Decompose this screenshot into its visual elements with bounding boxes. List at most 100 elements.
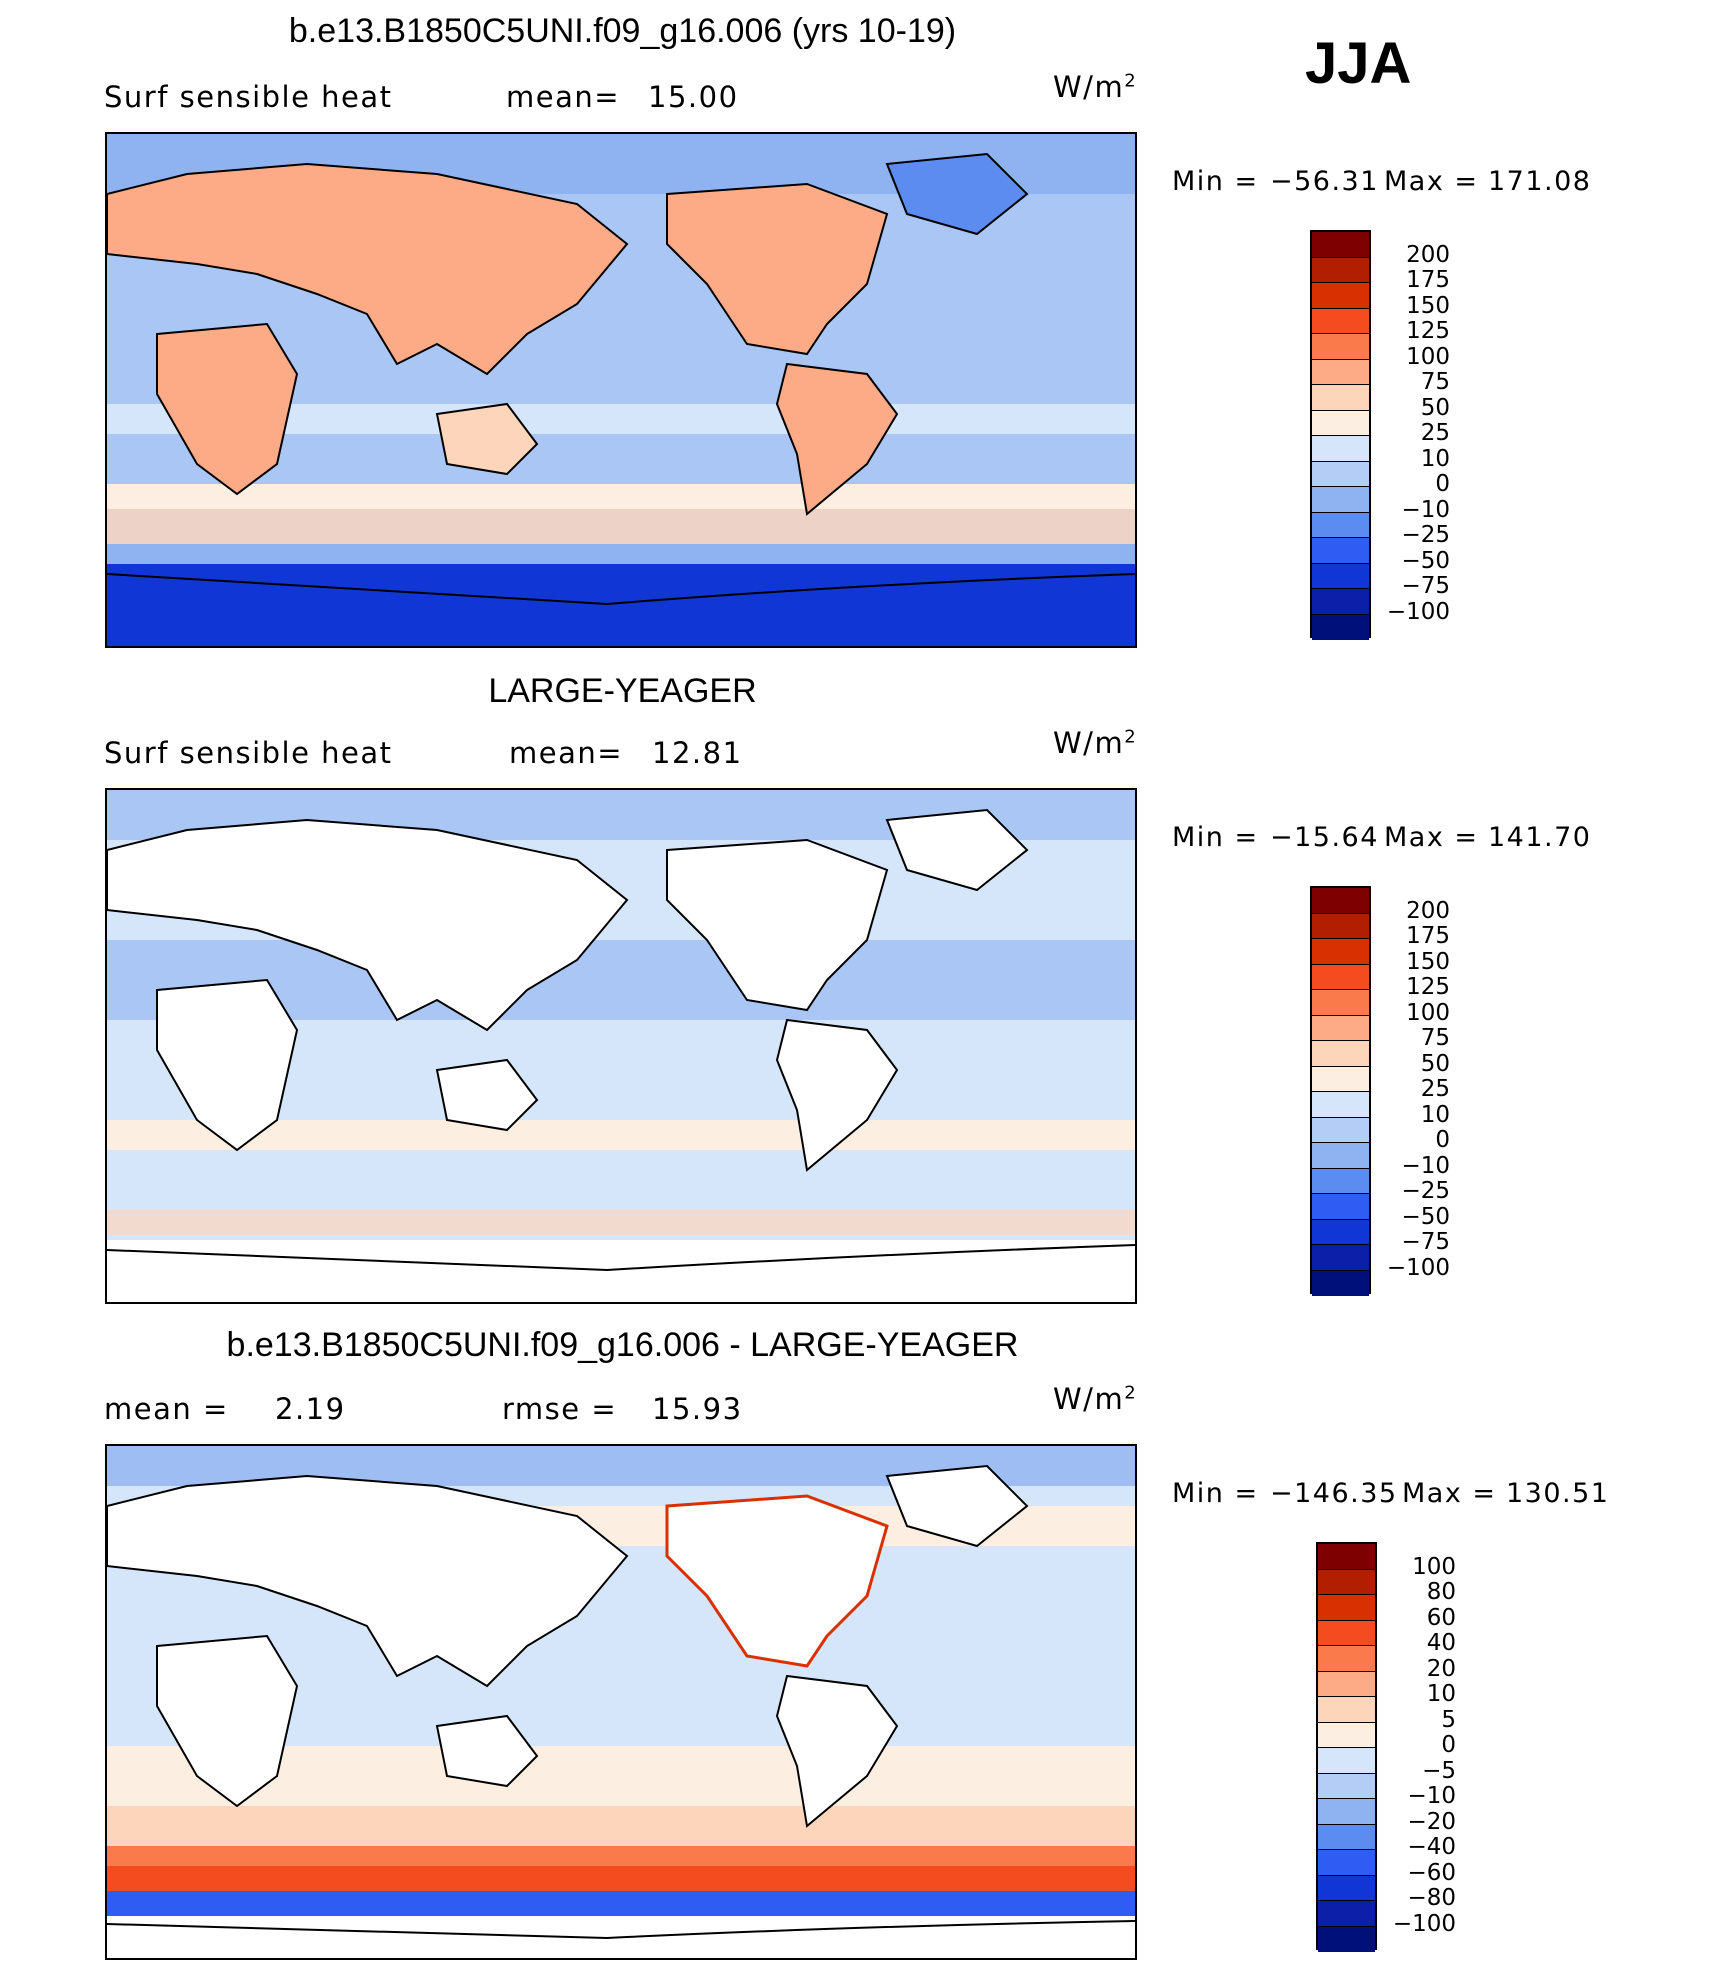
colorbar-swatch: [1318, 1824, 1375, 1850]
colorbar-tick-label: −100: [1386, 598, 1450, 625]
colorbar-swatch: [1312, 563, 1369, 589]
colorbar-tick-label: 50: [1420, 394, 1450, 421]
colorbar-tick-label: −20: [1407, 1808, 1456, 1835]
panel2-title: LARGE-YEAGER: [488, 672, 757, 710]
southern-band-3: [107, 544, 1135, 564]
eurasia-land: [107, 1474, 629, 1688]
colorbar-tick-label: 125: [1406, 318, 1450, 344]
panel3-title: b.e13.B1850C5UNI.f09_g16.006 - LARGE-YEA…: [226, 1326, 1019, 1364]
colorbar-swatch: [1312, 589, 1369, 615]
colorbar-swatch: [1312, 385, 1369, 411]
colorbar-swatch: [1312, 939, 1369, 965]
southern-band: [107, 1120, 1135, 1150]
north-america-land: [666, 838, 889, 1012]
colorbar-swatch: [1318, 1671, 1375, 1697]
panel1-units: W/m2: [1053, 70, 1137, 104]
panel1-min-label: Min =: [1172, 166, 1259, 197]
colorbar-swatch: [1312, 461, 1369, 487]
panel3-max-label: Max =: [1402, 1478, 1497, 1509]
colorbar-tick-label: −80: [1407, 1885, 1456, 1911]
colorbar-tick-label: 200: [1406, 897, 1450, 924]
colorbar-swatch: [1318, 1646, 1375, 1672]
colorbar-tick-label: 10: [1420, 1101, 1450, 1128]
colorbar-tick-label: 20: [1426, 1655, 1456, 1682]
north-america-land: [665, 1494, 889, 1668]
colorbar-swatch: [1318, 1620, 1375, 1646]
africa-land: [156, 978, 299, 1152]
colorbar-tick-label: 200: [1406, 241, 1450, 268]
panel2-mean-label: mean=: [509, 736, 624, 770]
panel2-units: W/m2: [1053, 726, 1137, 760]
colorbar-swatch: [1312, 334, 1369, 360]
colorbar-tick-label: 175: [1406, 923, 1450, 949]
australia-land: [435, 402, 539, 476]
colorbar-swatch: [1318, 1722, 1375, 1748]
panel1-map-svg: [107, 134, 1135, 646]
north-america-land: [666, 182, 889, 356]
units-exponent: 2: [1124, 70, 1138, 92]
colorbar-swatch: [1312, 1066, 1369, 1092]
colorbar-tick-label: −60: [1407, 1859, 1456, 1886]
colorbar-swatch: [1312, 538, 1369, 564]
colorbar-tick-label: 150: [1406, 948, 1450, 975]
colorbar-swatch: [1312, 410, 1369, 436]
colorbar-tick-label: 75: [1420, 1025, 1450, 1051]
colorbar-swatch: [1318, 1595, 1375, 1621]
southern-band-2: [107, 1210, 1135, 1235]
colorbar-tick-label: 0: [1441, 1732, 1456, 1758]
panel3-map-svg: [107, 1446, 1135, 1958]
colorbar-tick-label: −10: [1401, 1152, 1450, 1179]
colorbar-swatch: [1312, 1041, 1369, 1067]
colorbar-swatch: [1312, 888, 1369, 914]
colorbar-tick-label: −50: [1401, 547, 1450, 574]
colorbar-swatch: [1318, 1901, 1375, 1927]
colorbar-tick-label: 0: [1435, 1127, 1450, 1153]
colorbar-swatch: [1318, 1748, 1375, 1774]
south-america-land: [775, 1018, 899, 1172]
eurasia-land: [107, 818, 629, 1032]
colorbar-swatch: [1312, 1245, 1369, 1271]
colorbar-tick-label: −5: [1422, 1757, 1456, 1784]
colorbar-swatch: [1312, 512, 1369, 538]
panel3-min-value: −146.35: [1270, 1478, 1398, 1509]
sh-band-2: [107, 1806, 1135, 1846]
colorbar-tick-label: 125: [1406, 974, 1450, 1000]
panel2-map-svg: [107, 790, 1135, 1302]
colorbar-swatch: [1312, 1117, 1369, 1143]
colorbar-tick-label: −25: [1401, 522, 1450, 548]
colorbar-tick-label: −10: [1407, 1783, 1456, 1809]
panel1-variable-label: Surf sensible heat: [104, 80, 393, 114]
southern-band: [107, 484, 1135, 509]
panel1-max-label: Max =: [1384, 166, 1479, 197]
panel2-map: [105, 788, 1137, 1304]
colorbar-tick-label: 100: [1406, 999, 1450, 1026]
australia-land: [435, 1714, 539, 1788]
colorbar-tick-label: 40: [1426, 1630, 1456, 1656]
colorbar-tick-label: 75: [1420, 369, 1450, 395]
south-america-land: [775, 1674, 899, 1828]
panel1-mean-value: 15.00: [648, 80, 739, 114]
antarctic-coast: [107, 1920, 1135, 1940]
panel1-max-value: 171.08: [1488, 166, 1592, 197]
antarctic-coast: [107, 573, 1135, 606]
colorbar-tick-label: 10: [1426, 1681, 1456, 1707]
antarctica-field: [107, 1240, 1135, 1302]
units-text: W/m: [1053, 1382, 1125, 1416]
colorbar-tick-label: 80: [1426, 1579, 1456, 1605]
colorbar-swatch: [1312, 487, 1369, 513]
panel1-title: b.e13.B1850C5UNI.f09_g16.006 (yrs 10-19): [288, 12, 957, 50]
panel3-rmse-value: 15.93: [652, 1392, 743, 1426]
colorbar-swatch: [1318, 1926, 1375, 1952]
colorbar-swatch: [1312, 964, 1369, 990]
units-text: W/m: [1053, 726, 1125, 760]
units-text: W/m: [1053, 70, 1125, 104]
colorbar-swatch: [1312, 1168, 1369, 1194]
colorbar-tick-label: −100: [1386, 1254, 1450, 1281]
antarctic-coast: [107, 1244, 1135, 1272]
colorbar-swatch: [1318, 1569, 1375, 1595]
panel3-rmse-label: rmse =: [502, 1392, 618, 1426]
antarctica-field: [107, 564, 1135, 646]
colorbar-swatch: [1312, 232, 1369, 258]
colorbar-tick-label: 100: [1412, 1553, 1456, 1580]
colorbar-swatch: [1318, 1544, 1375, 1570]
